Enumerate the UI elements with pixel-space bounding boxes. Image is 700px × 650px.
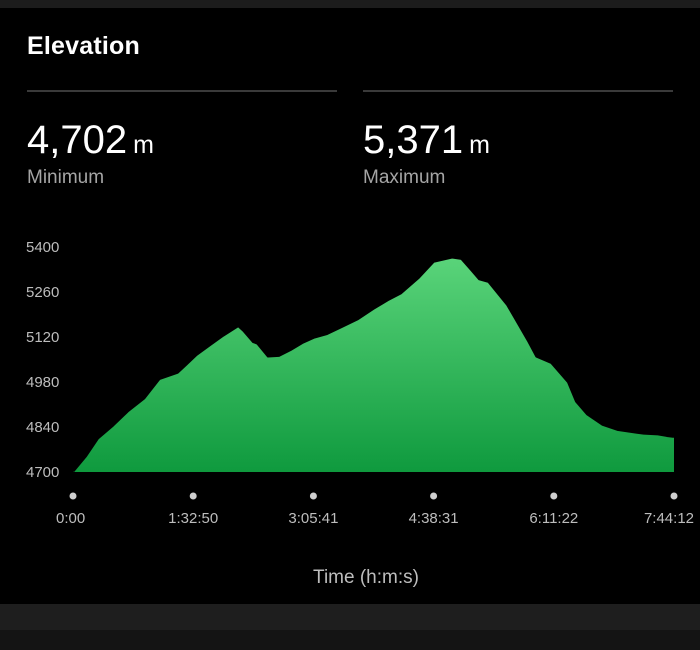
x-tick-label: 6:11:22	[529, 510, 578, 527]
x-tick-dot	[309, 492, 317, 500]
card-title: Elevation	[27, 32, 140, 60]
stat-minimum: 4,702 m Minimum	[27, 118, 154, 189]
bottom-strip-lower	[0, 630, 700, 650]
x-axis-title: Time (h:m:s)	[313, 567, 419, 588]
y-tick-label: 4840	[26, 419, 59, 436]
x-tick-label: 7:44:12	[644, 510, 694, 527]
max-elevation-value: 5,371	[363, 118, 464, 162]
x-tick-dot	[550, 492, 558, 500]
x-tick-label: 0:00	[56, 510, 85, 527]
y-axis-ticks: 5400 5260 5120 4980 4840 4700	[26, 239, 59, 481]
x-axis-ticks: 0:00 1:32:50 3:05:41 4:38:31 6:11:22 7:44:12	[56, 492, 694, 527]
min-elevation-label: Minimum	[27, 167, 105, 188]
min-elevation-value: 4,702	[27, 118, 128, 162]
max-elevation-unit: m	[469, 131, 490, 159]
max-elevation-label: Maximum	[363, 167, 446, 188]
y-tick-label: 4980	[26, 374, 59, 391]
y-tick-label: 5400	[26, 239, 59, 256]
min-elevation-unit: m	[133, 131, 154, 159]
y-tick-label: 4700	[26, 464, 59, 481]
top-strip	[0, 0, 700, 8]
y-tick-label: 5260	[26, 284, 59, 301]
x-tick-dot	[430, 492, 438, 500]
y-tick-label: 5120	[26, 329, 59, 346]
elevation-area	[73, 257, 674, 472]
x-tick-label: 1:32:50	[168, 510, 218, 527]
x-tick-dot	[189, 492, 197, 500]
x-tick-dot	[69, 492, 77, 500]
x-tick-label: 3:05:41	[288, 510, 338, 527]
elevation-card	[0, 8, 700, 604]
divider-right	[363, 90, 673, 92]
stat-maximum: 5,371 m Maximum	[363, 118, 490, 189]
x-tick-dot	[670, 492, 678, 500]
x-tick-label: 4:38:31	[409, 510, 459, 527]
divider-left	[27, 90, 337, 92]
elevation-line	[72, 256, 675, 473]
bottom-strip	[0, 604, 700, 630]
